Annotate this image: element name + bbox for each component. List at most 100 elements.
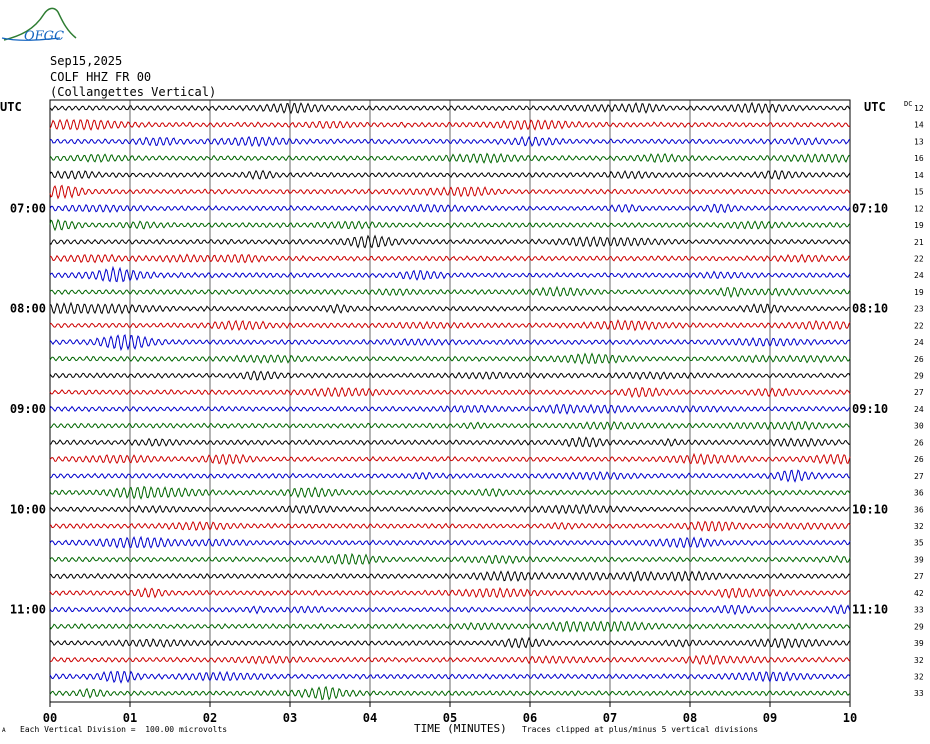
- seismic-trace: [49, 234, 851, 249]
- left-timezone-label: UTC: [0, 100, 22, 114]
- dc-offset-label: 14: [914, 121, 924, 130]
- dc-offset-label: 12: [914, 104, 924, 113]
- x-tick-label: 07: [603, 711, 617, 725]
- seismic-trace: [49, 436, 851, 448]
- seismic-trace: [49, 654, 851, 666]
- seismic-trace: [49, 352, 851, 365]
- dc-offset-label: 21: [914, 238, 924, 247]
- seismic-trace: [49, 386, 851, 399]
- right-hour-label: 08:10: [852, 302, 888, 316]
- seismic-trace: [49, 135, 851, 148]
- dc-offset-label: 29: [914, 372, 924, 381]
- seismic-trace: [49, 670, 851, 684]
- x-tick-label: 04: [363, 711, 377, 725]
- right-hour-label: 11:10: [852, 603, 888, 617]
- dc-offset-label: 24: [914, 338, 924, 347]
- right-timezone-label: UTC: [864, 100, 886, 114]
- seismic-trace: [49, 152, 851, 164]
- seismic-trace: [49, 285, 851, 299]
- x-tick-label: 03: [283, 711, 297, 725]
- dc-offset-label: 39: [914, 639, 924, 648]
- dc-offset-label: 24: [914, 271, 924, 280]
- dc-offset-label: 14: [914, 171, 924, 180]
- dc-offset-label: 19: [914, 221, 924, 230]
- x-tick-label: 02: [203, 711, 217, 725]
- x-axis-label: TIME (MINUTES): [414, 722, 507, 735]
- grid-layer: [49, 99, 851, 707]
- dc-offset-label: 32: [914, 522, 924, 531]
- x-tick-label: 01: [123, 711, 137, 725]
- dc-offset-label: 22: [914, 321, 924, 330]
- seismic-trace: [49, 218, 851, 232]
- dc-offset-label: 35: [914, 539, 924, 548]
- seismic-trace: [49, 334, 851, 352]
- x-tick-label: 00: [43, 711, 57, 725]
- seismic-trace: [49, 101, 851, 115]
- dc-offset-label: 36: [914, 505, 924, 514]
- dc-offset-label: 19: [914, 288, 924, 297]
- right-hour-label: 07:10: [852, 201, 888, 215]
- right-hour-label: 10:10: [852, 502, 888, 516]
- seismic-trace: [49, 636, 851, 650]
- left-hour-label: 07:00: [10, 201, 46, 215]
- dc-offset-label: 36: [914, 489, 924, 498]
- seismic-trace: [49, 552, 851, 566]
- dc-offset-label: 24: [914, 405, 924, 414]
- seismic-trace: [49, 503, 851, 515]
- x-tick-label: 06: [523, 711, 537, 725]
- left-hour-label: 11:00: [10, 603, 46, 617]
- dc-offset-label: 33: [914, 606, 924, 615]
- seismic-trace: [49, 620, 851, 633]
- corner-mark: A: [2, 727, 6, 734]
- header-station: COLF HHZ FR 00: [50, 70, 152, 84]
- seismic-trace: [49, 318, 851, 332]
- seismic-trace: [49, 452, 851, 466]
- seismic-trace: [49, 118, 851, 131]
- logo-mountain-icon: [3, 7, 77, 41]
- seismic-trace: [49, 203, 851, 214]
- x-tick-label: 05: [443, 711, 457, 725]
- seismic-trace: [49, 265, 851, 283]
- dc-offset-label: 29: [914, 622, 924, 631]
- right-hour-label: 09:10: [852, 402, 888, 416]
- dc-offset-label: 32: [914, 656, 924, 665]
- seismic-trace: [49, 520, 851, 532]
- dc-offset-label: 27: [914, 572, 924, 581]
- logo-text: OFGC: [24, 29, 64, 44]
- seismic-trace: [49, 685, 851, 701]
- left-hour-label: 09:00: [10, 402, 46, 416]
- dc-offset-label: 23: [914, 305, 924, 314]
- dc-offset-label: 27: [914, 388, 924, 397]
- seismic-trace: [49, 253, 851, 264]
- seismic-trace: [49, 370, 851, 381]
- dc-offset-label: 39: [914, 555, 924, 564]
- x-tick-label: 10: [843, 711, 857, 725]
- dc-offset-label: 33: [914, 689, 924, 698]
- dc-offset-label: 27: [914, 472, 924, 481]
- dc-offset-label: 32: [914, 672, 924, 681]
- seismic-trace: [49, 485, 851, 500]
- seismic-trace: [49, 535, 851, 549]
- seismic-trace: [49, 169, 851, 180]
- label-layer: 00 01 02 03 04 05 06 07 08 09 10 12 14 13 16 14 15 12 19 21…: [10, 104, 924, 725]
- dc-offset-label: 22: [914, 254, 924, 263]
- left-hour-label: 08:00: [10, 302, 46, 316]
- dc-label: DC: [904, 100, 912, 108]
- dc-offset-label: 26: [914, 455, 924, 464]
- seismic-trace: [49, 469, 851, 483]
- seismic-trace: [49, 420, 851, 431]
- trace-layer: [49, 101, 851, 701]
- x-tick-label: 09: [763, 711, 777, 725]
- seismic-trace: [49, 403, 851, 415]
- dc-offset-label: 16: [914, 154, 924, 163]
- seismic-trace: [49, 301, 851, 315]
- header-date: Sep15,2025: [50, 54, 123, 68]
- seismic-trace: [49, 604, 851, 616]
- seismic-trace: [49, 184, 851, 200]
- left-hour-label: 10:00: [10, 502, 46, 516]
- dc-offset-label: 26: [914, 355, 924, 364]
- ofgc-logo: OFGC: [1, 7, 77, 44]
- seismic-trace: [49, 586, 851, 599]
- clip-note: Traces clipped at plus/minus 5 vertical …: [522, 725, 759, 734]
